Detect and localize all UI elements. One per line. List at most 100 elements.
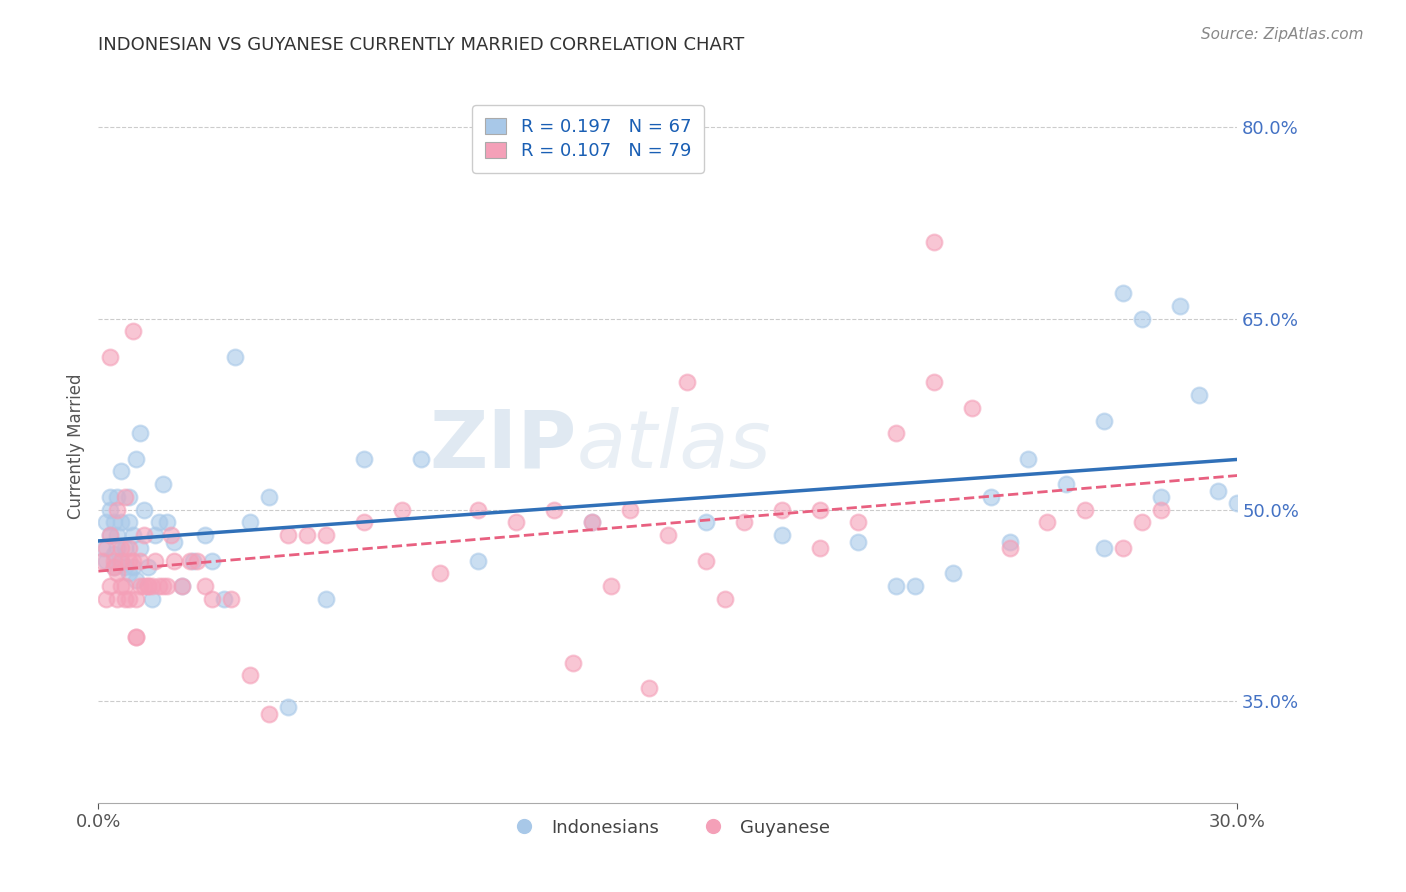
- Point: [103, 560, 125, 574]
- Point: [125, 630, 148, 644]
- Point: [600, 579, 623, 593]
- Point: [114, 490, 136, 504]
- Point: [1150, 502, 1173, 516]
- Point: [118, 490, 141, 504]
- Point: [562, 656, 585, 670]
- Point: [148, 516, 170, 530]
- Point: [98, 502, 121, 516]
- Point: [714, 591, 737, 606]
- Point: [212, 591, 235, 606]
- Point: [129, 541, 152, 555]
- Point: [136, 579, 159, 593]
- Point: [297, 528, 319, 542]
- Point: [1188, 388, 1211, 402]
- Point: [107, 490, 129, 504]
- Point: [657, 528, 679, 542]
- Point: [148, 579, 170, 593]
- Point: [145, 554, 167, 568]
- Point: [1132, 311, 1154, 326]
- Point: [770, 502, 793, 516]
- Point: [110, 579, 132, 593]
- Point: [103, 516, 125, 530]
- Point: [118, 554, 141, 568]
- Point: [638, 681, 661, 695]
- Point: [110, 554, 132, 568]
- Point: [121, 554, 143, 568]
- Point: [1112, 541, 1135, 555]
- Point: [125, 630, 148, 644]
- Point: [922, 235, 945, 249]
- Point: [922, 376, 945, 390]
- Point: [98, 490, 121, 504]
- Point: [103, 547, 125, 561]
- Point: [121, 560, 143, 574]
- Point: [808, 502, 831, 516]
- Point: [1170, 299, 1192, 313]
- Point: [118, 566, 141, 581]
- Point: [581, 516, 603, 530]
- Point: [107, 566, 129, 581]
- Y-axis label: Currently Married: Currently Married: [66, 373, 84, 519]
- Text: atlas: atlas: [576, 407, 772, 485]
- Point: [159, 528, 181, 542]
- Point: [315, 591, 337, 606]
- Point: [114, 560, 136, 574]
- Point: [98, 350, 121, 364]
- Point: [110, 541, 132, 555]
- Point: [125, 451, 148, 466]
- Point: [960, 401, 983, 415]
- Point: [129, 579, 152, 593]
- Point: [103, 554, 125, 568]
- Point: [163, 554, 186, 568]
- Point: [846, 516, 869, 530]
- Text: Source: ZipAtlas.com: Source: ZipAtlas.com: [1201, 27, 1364, 42]
- Point: [156, 579, 179, 593]
- Point: [136, 560, 159, 574]
- Point: [1208, 483, 1230, 498]
- Point: [91, 541, 114, 555]
- Point: [1132, 516, 1154, 530]
- Point: [107, 528, 129, 542]
- Point: [1226, 496, 1249, 510]
- Point: [107, 591, 129, 606]
- Point: [129, 554, 152, 568]
- Point: [91, 554, 114, 568]
- Point: [391, 502, 413, 516]
- Point: [1094, 541, 1116, 555]
- Point: [846, 534, 869, 549]
- Point: [94, 541, 117, 555]
- Point: [277, 700, 299, 714]
- Point: [581, 516, 603, 530]
- Point: [201, 554, 224, 568]
- Point: [505, 516, 527, 530]
- Point: [201, 591, 224, 606]
- Point: [118, 591, 141, 606]
- Point: [152, 477, 174, 491]
- Point: [221, 591, 243, 606]
- Point: [904, 579, 927, 593]
- Point: [107, 541, 129, 555]
- Point: [239, 516, 262, 530]
- Point: [98, 528, 121, 542]
- Point: [543, 502, 565, 516]
- Point: [277, 528, 299, 542]
- Point: [98, 528, 121, 542]
- Point: [676, 376, 699, 390]
- Point: [1018, 451, 1040, 466]
- Point: [259, 490, 281, 504]
- Point: [1094, 413, 1116, 427]
- Point: [619, 502, 641, 516]
- Point: [170, 579, 193, 593]
- Point: [315, 528, 337, 542]
- Point: [136, 579, 159, 593]
- Point: [884, 579, 907, 593]
- Point: [103, 560, 125, 574]
- Point: [467, 554, 489, 568]
- Point: [353, 451, 375, 466]
- Point: [1074, 502, 1097, 516]
- Point: [353, 516, 375, 530]
- Point: [110, 465, 132, 479]
- Point: [186, 554, 208, 568]
- Point: [1112, 286, 1135, 301]
- Point: [998, 534, 1021, 549]
